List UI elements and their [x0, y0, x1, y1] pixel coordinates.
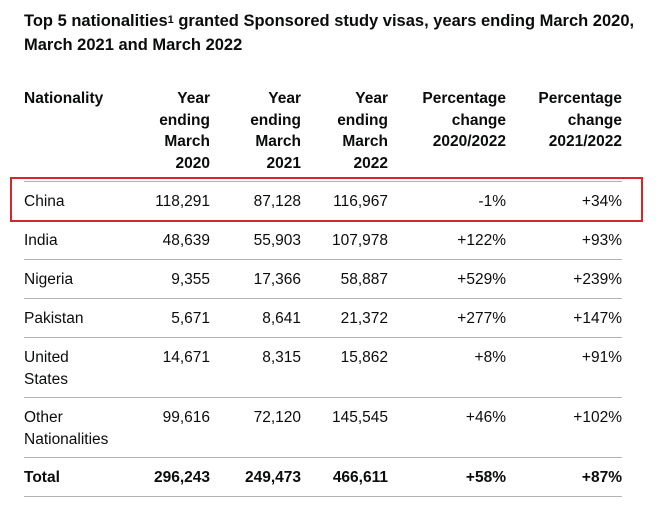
cell-2022: 466,611: [301, 457, 388, 497]
cell-2022: 21,372: [301, 298, 388, 338]
cell-2022: 107,978: [301, 220, 388, 260]
table-row-total: Total 296,243 249,473 466,611 +58% +87%: [24, 457, 622, 497]
highlight-box-china: [10, 177, 643, 222]
header-pct-2021-2022: Percentage change 2021/2022: [506, 86, 622, 182]
cell-2020: 14,671: [130, 337, 210, 398]
cell-2020: 5,671: [130, 298, 210, 338]
header-year-2022: Year ending March 2022: [301, 86, 388, 182]
table-row-pakistan: Pakistan 5,671 8,641 21,372 +277% +147%: [24, 298, 622, 338]
header-row: Nationality Year ending March 2020 Year …: [24, 86, 622, 182]
table-title: Top 5 nationalities1 granted Sponsored s…: [24, 10, 644, 56]
cell-2021: 55,903: [210, 220, 301, 260]
cell-pct-2021-2022: +91%: [506, 337, 622, 398]
cell-pct-2020-2022: +529%: [388, 259, 506, 299]
cell-pct-2021-2022: +239%: [506, 259, 622, 299]
cell-2022: 58,887: [301, 259, 388, 299]
table-row-china: China 118,291 87,128 116,967 -1% +34%: [24, 181, 622, 221]
cell-pct-2021-2022: +93%: [506, 220, 622, 260]
table-row-nigeria: Nigeria 9,355 17,366 58,887 +529% +239%: [24, 259, 622, 299]
cell-2021: 8,315: [210, 337, 301, 398]
cell-pct-2020-2022: +46%: [388, 397, 506, 458]
cell-nationality: India: [24, 220, 130, 260]
cell-2022: 116,967: [301, 181, 388, 221]
cell-2021: 72,120: [210, 397, 301, 458]
cell-nationality: Total: [24, 457, 130, 497]
header-pct-2020-2022: Percentage change 2020/2022: [388, 86, 506, 182]
table-row-united-states: United States 14,671 8,315 15,862 +8% +9…: [24, 337, 622, 398]
cell-2020: 48,639: [130, 220, 210, 260]
header-nationality: Nationality: [24, 86, 130, 182]
cell-pct-2020-2022: +122%: [388, 220, 506, 260]
cell-2021: 8,641: [210, 298, 301, 338]
cell-2022: 145,545: [301, 397, 388, 458]
cell-nationality: United States: [24, 337, 130, 398]
cell-2021: 249,473: [210, 457, 301, 497]
cell-nationality: China: [24, 181, 130, 221]
title-text: Top 5 nationalities: [24, 12, 168, 30]
header-year-2020: Year ending March 2020: [130, 86, 210, 182]
cell-2020: 99,616: [130, 397, 210, 458]
cell-nationality: Nigeria: [24, 259, 130, 299]
cell-2022: 15,862: [301, 337, 388, 398]
table-row-india: India 48,639 55,903 107,978 +122% +93%: [24, 220, 622, 260]
cell-pct-2021-2022: +102%: [506, 397, 622, 458]
table-row-other-nationalities: Other Nationalities 99,616 72,120 145,54…: [24, 397, 622, 458]
cell-2020: 296,243: [130, 457, 210, 497]
cell-pct-2021-2022: +34%: [506, 181, 622, 221]
visa-table: Nationality Year ending March 2020 Year …: [24, 86, 622, 497]
cell-pct-2020-2022: +8%: [388, 337, 506, 398]
footnote-marker[interactable]: 1: [167, 14, 174, 26]
cell-pct-2021-2022: +147%: [506, 298, 622, 338]
cell-pct-2020-2022: +58%: [388, 457, 506, 497]
cell-nationality: Pakistan: [24, 298, 130, 338]
cell-pct-2020-2022: +277%: [388, 298, 506, 338]
cell-pct-2020-2022: -1%: [388, 181, 506, 221]
cell-pct-2021-2022: +87%: [506, 457, 622, 497]
cell-2021: 17,366: [210, 259, 301, 299]
header-year-2021: Year ending March 2021: [210, 86, 301, 182]
cell-2020: 118,291: [130, 181, 210, 221]
cell-2020: 9,355: [130, 259, 210, 299]
cell-nationality: Other Nationalities: [24, 397, 130, 458]
title-text-rest: granted Sponsored study visas, years end…: [24, 12, 635, 54]
